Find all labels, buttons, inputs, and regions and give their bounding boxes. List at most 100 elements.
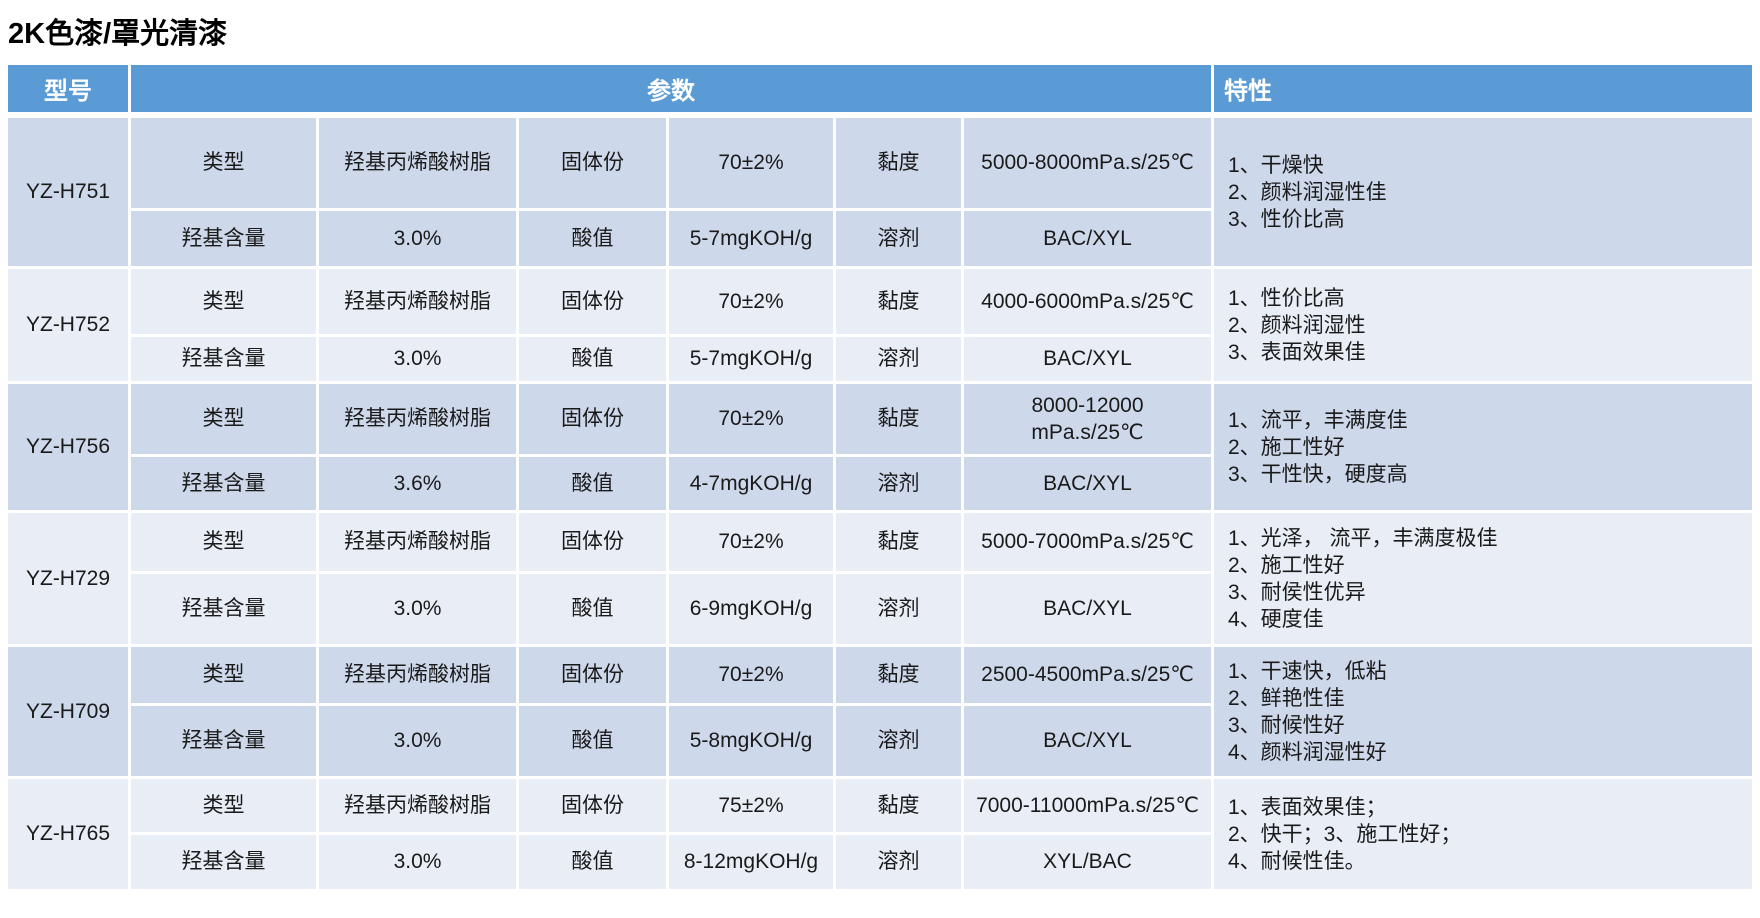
feature-line: 2、施工性好	[1228, 435, 1345, 459]
param-value-cell: 3.6%	[319, 457, 516, 510]
param-value-cell: 75±2%	[669, 779, 833, 832]
param-value-cell: 5-7mgKOH/g	[669, 211, 833, 266]
product-group-yz-h729: YZ-H729 类型 羟基丙烯酸树脂 固体份 70±2% 黏度 5000-700…	[8, 513, 1752, 644]
param-value-cell: 3.0%	[319, 337, 516, 381]
param-value-cell: 5000-8000mPa.s/25℃	[964, 118, 1211, 208]
feature-line: 3、表面效果佳	[1228, 340, 1366, 364]
param-label-cell: 类型	[131, 647, 316, 703]
param-label-cell: 黏度	[836, 118, 961, 208]
table-header-row: 型号 参数 特性	[8, 65, 1752, 115]
features-cell: 1、流平，丰满度佳 2、施工性好 3、干性快，硬度高	[1214, 384, 1752, 510]
param-label-cell: 酸值	[519, 835, 666, 889]
param-label-cell: 固体份	[519, 513, 666, 571]
param-value-cell: BAC/XYL	[964, 706, 1211, 776]
param-label-cell: 溶剂	[836, 211, 961, 266]
param-label-cell: 溶剂	[836, 337, 961, 381]
param-label-cell: 羟基含量	[131, 211, 316, 266]
param-label-cell: 溶剂	[836, 706, 961, 776]
param-label-cell: 溶剂	[836, 574, 961, 644]
param-label-cell: 酸值	[519, 211, 666, 266]
param-value-cell: 2500-4500mPa.s/25℃	[964, 647, 1211, 703]
param-value-cell: 5-7mgKOH/g	[669, 337, 833, 381]
header-model: 型号	[8, 65, 128, 115]
param-label-cell: 酸值	[519, 706, 666, 776]
param-label-cell: 类型	[131, 118, 316, 208]
param-value-cell: 羟基丙烯酸树脂	[319, 269, 516, 334]
feature-line: 4、耐候性佳。	[1228, 849, 1366, 873]
feature-line: 2、施工性好	[1228, 553, 1345, 577]
param-value-cell: 8000-12000 mPa.s/25℃	[964, 384, 1211, 454]
param-value-cell: 4-7mgKOH/g	[669, 457, 833, 510]
feature-line: 1、表面效果佳；	[1228, 795, 1387, 819]
param-value-cell: 羟基丙烯酸树脂	[319, 384, 516, 454]
param-value-cell: 6-9mgKOH/g	[669, 574, 833, 644]
param-label-cell: 固体份	[519, 779, 666, 832]
features-cell: 1、性价比高 2、颜料润湿性 3、表面效果佳	[1214, 269, 1752, 381]
param-label-cell: 羟基含量	[131, 574, 316, 644]
param-value-cell: 3.0%	[319, 706, 516, 776]
spec-table: 型号 参数 特性 YZ-H751 类型 羟基丙烯酸树脂 固体份 70±2% 黏度…	[5, 62, 1755, 892]
param-value-cell: 8-12mgKOH/g	[669, 835, 833, 889]
param-value-cell: 3.0%	[319, 835, 516, 889]
param-label-cell: 类型	[131, 269, 316, 334]
feature-line: 2、颜料润湿性	[1228, 313, 1366, 337]
param-value-cell: 70±2%	[669, 269, 833, 334]
model-cell: YZ-H756	[8, 384, 128, 510]
param-value-cell: 羟基丙烯酸树脂	[319, 513, 516, 571]
param-label-cell: 黏度	[836, 779, 961, 832]
product-group-yz-h751: YZ-H751 类型 羟基丙烯酸树脂 固体份 70±2% 黏度 5000-800…	[8, 118, 1752, 266]
feature-line: 2、颜料润湿性佳	[1228, 180, 1387, 204]
param-value-cell: XYL/BAC	[964, 835, 1211, 889]
feature-line: 1、性价比高	[1228, 286, 1345, 310]
param-label-cell: 固体份	[519, 384, 666, 454]
header-features: 特性	[1214, 65, 1752, 115]
param-value-cell: 3.0%	[319, 211, 516, 266]
model-cell: YZ-H765	[8, 779, 128, 889]
param-label-cell: 酸值	[519, 574, 666, 644]
param-value-cell: BAC/XYL	[964, 457, 1211, 510]
param-label-cell: 黏度	[836, 384, 961, 454]
param-label-cell: 类型	[131, 779, 316, 832]
param-value-cell: 5000-7000mPa.s/25℃	[964, 513, 1211, 571]
param-value-cell: 70±2%	[669, 513, 833, 571]
param-value-cell: 70±2%	[669, 647, 833, 703]
features-cell: 1、干速快，低粘 2、鲜艳性佳 3、耐候性好 4、颜料润湿性好	[1214, 647, 1752, 776]
param-value-cell: BAC/XYL	[964, 211, 1211, 266]
header-params: 参数	[131, 65, 1211, 115]
param-label-cell: 羟基含量	[131, 457, 316, 510]
param-label-cell: 羟基含量	[131, 337, 316, 381]
param-value-cell: BAC/XYL	[964, 574, 1211, 644]
param-label-cell: 黏度	[836, 269, 961, 334]
param-value-cell: 4000-6000mPa.s/25℃	[964, 269, 1211, 334]
param-label-cell: 固体份	[519, 647, 666, 703]
param-label-cell: 黏度	[836, 513, 961, 571]
feature-line: 1、干速快，低粘	[1228, 659, 1387, 683]
feature-line: 3、性价比高	[1228, 207, 1345, 231]
model-cell: YZ-H709	[8, 647, 128, 776]
product-group-yz-h752: YZ-H752 类型 羟基丙烯酸树脂 固体份 70±2% 黏度 4000-600…	[8, 269, 1752, 381]
feature-line: 2、鲜艳性佳	[1228, 686, 1345, 710]
param-value-cell: 羟基丙烯酸树脂	[319, 118, 516, 208]
param-label-cell: 黏度	[836, 647, 961, 703]
param-label-cell: 类型	[131, 384, 316, 454]
feature-line: 1、流平，丰满度佳	[1228, 408, 1408, 432]
product-group-yz-h765: YZ-H765 类型 羟基丙烯酸树脂 固体份 75±2% 黏度 7000-110…	[8, 779, 1752, 889]
product-group-yz-h756: YZ-H756 类型 羟基丙烯酸树脂 固体份 70±2% 黏度 8000-120…	[8, 384, 1752, 510]
product-group-yz-h709: YZ-H709 类型 羟基丙烯酸树脂 固体份 70±2% 黏度 2500-450…	[8, 647, 1752, 776]
param-label-cell: 酸值	[519, 337, 666, 381]
param-label-cell: 固体份	[519, 118, 666, 208]
model-cell: YZ-H729	[8, 513, 128, 644]
features-cell: 1、表面效果佳； 2、快干；3、施工性好； 4、耐候性佳。	[1214, 779, 1752, 889]
feature-line: 1、干燥快	[1228, 153, 1324, 177]
param-value-cell: 羟基丙烯酸树脂	[319, 779, 516, 832]
feature-line: 4、颜料润湿性好	[1228, 740, 1387, 764]
feature-line: 1、光泽， 流平，丰满度极佳	[1228, 526, 1498, 550]
param-label-cell: 溶剂	[836, 457, 961, 510]
param-value-cell: BAC/XYL	[964, 337, 1211, 381]
model-cell: YZ-H751	[8, 118, 128, 266]
model-cell: YZ-H752	[8, 269, 128, 381]
param-label-cell: 羟基含量	[131, 706, 316, 776]
feature-line: 3、耐侯性优异	[1228, 580, 1366, 604]
param-label-cell: 固体份	[519, 269, 666, 334]
